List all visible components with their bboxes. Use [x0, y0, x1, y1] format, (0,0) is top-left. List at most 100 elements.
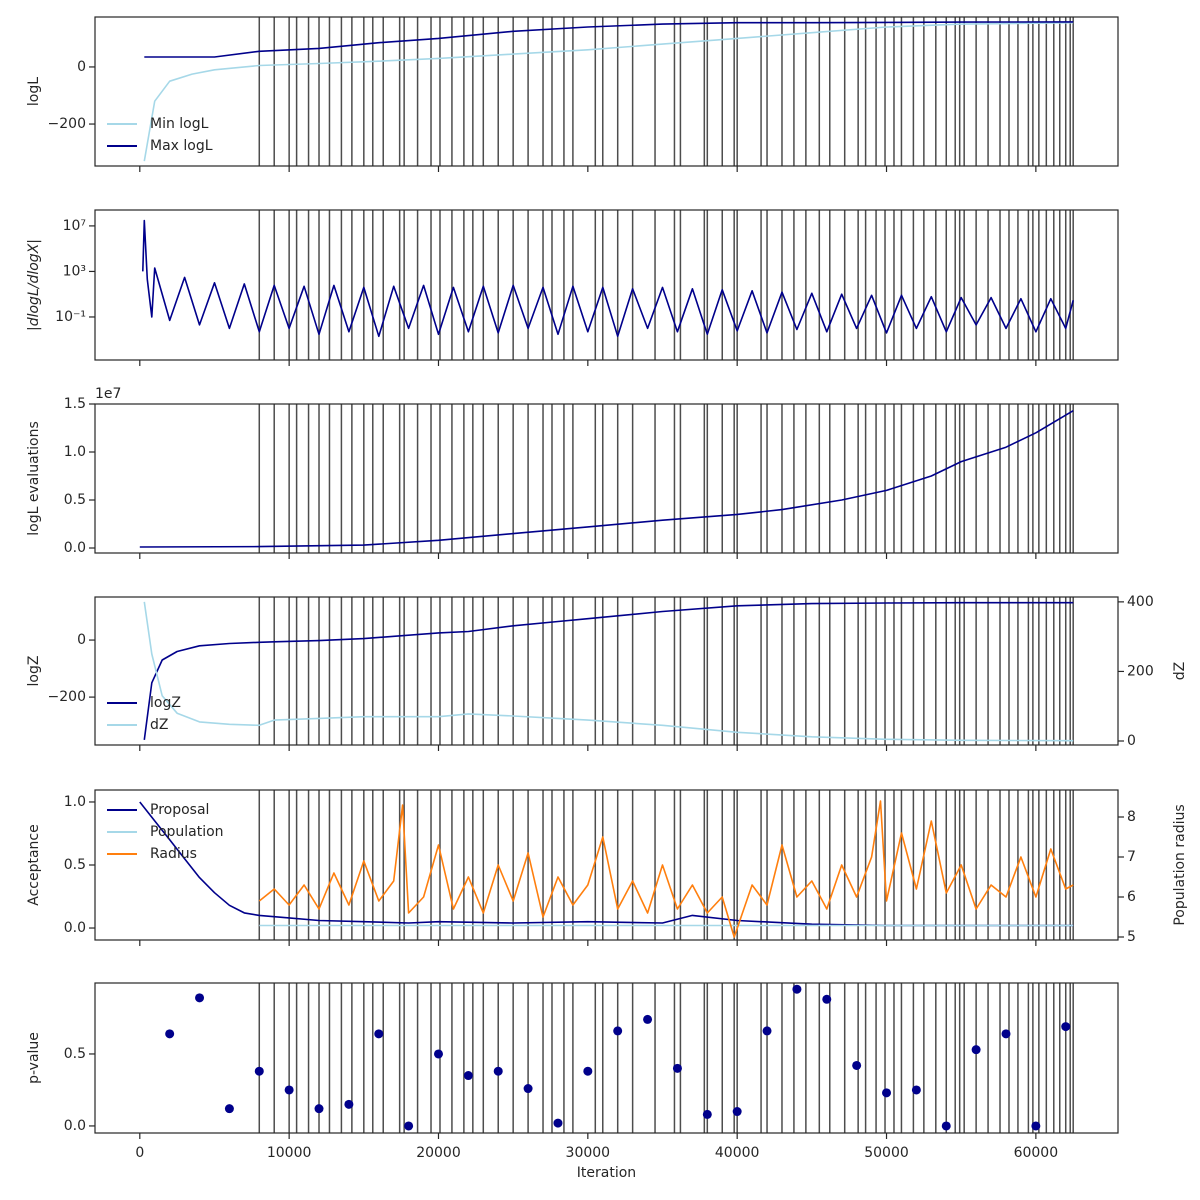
y-axis-label: logZ [26, 656, 42, 687]
y-tick-label: 10⁷ [63, 218, 86, 234]
series-line [258, 800, 1074, 938]
point [941, 1121, 951, 1131]
point [732, 1107, 742, 1117]
y-tick-label: 0.5 [64, 492, 86, 508]
point [493, 1066, 503, 1076]
x-tick-label: 60000 [1014, 1145, 1059, 1161]
point [374, 1029, 384, 1039]
point [195, 993, 205, 1003]
y-axis-label: p-value [26, 1032, 42, 1084]
legend-label: dZ [150, 717, 168, 733]
point [672, 1063, 682, 1073]
y-tick-label: 0 [77, 632, 86, 648]
point [463, 1071, 473, 1081]
panel: 0.0 0.5 1.0 5 6 7 8 Acceptance Population radius… [26, 789, 1188, 946]
y-tick-label: 0.5 [64, 857, 86, 873]
legend-label: Max logL [150, 138, 213, 154]
panel: −200 0 0 200 400 logZ dZ logZ dZ [26, 594, 1188, 751]
y-axis-label: Acceptance [26, 824, 42, 905]
point [822, 994, 832, 1004]
axes-frame [94, 403, 1119, 554]
series-line [144, 21, 1074, 58]
series-line [143, 21, 1074, 162]
y-axis-label: logL evaluations [26, 421, 42, 536]
point [583, 1066, 593, 1076]
legend-label: Min logL [150, 116, 209, 132]
point [852, 1060, 862, 1070]
point [762, 1026, 772, 1036]
point [643, 1014, 653, 1024]
point [224, 1104, 234, 1114]
y-tick-label: 0 [77, 59, 86, 75]
series-line [139, 410, 1074, 548]
y-axis-label: |dlogL/dlogX| [26, 239, 42, 331]
y2-tick-label: 0 [1127, 733, 1136, 749]
axes-frame [94, 596, 1119, 746]
x-tick-label: 20000 [416, 1145, 461, 1161]
panel: 10⁻¹ 10³ 10⁷ |dlogL/dlogX| [26, 209, 1119, 366]
y2-tick-label: 8 [1127, 809, 1136, 825]
y2-axis-label: dZ [1172, 662, 1188, 680]
point [702, 1109, 712, 1119]
point [792, 984, 802, 994]
series-line [142, 219, 1074, 338]
point [553, 1118, 563, 1128]
point [344, 1099, 354, 1109]
plot-area [139, 790, 1074, 940]
axes-frame [94, 209, 1119, 361]
x-tick-label: 30000 [566, 1145, 611, 1161]
y-tick-label: 10³ [63, 263, 86, 279]
axes-frame [94, 982, 1119, 1134]
y2-tick-label: 7 [1127, 849, 1136, 865]
y2-tick-label: 5 [1127, 929, 1136, 945]
y2-tick-label: 200 [1127, 663, 1154, 679]
y-tick-label: 0.0 [64, 920, 86, 936]
panel: 0 10000 20000 30000 40000 50000 60000 0.0 0.5 p-v… [26, 982, 1119, 1181]
point [971, 1045, 981, 1055]
point [314, 1104, 324, 1114]
x-tick-label: 40000 [715, 1145, 760, 1161]
series-line [139, 801, 1074, 927]
point [284, 1085, 294, 1095]
point [1001, 1029, 1011, 1039]
point [613, 1026, 623, 1036]
plot-area [143, 17, 1074, 166]
legend-label: Radius [150, 846, 197, 862]
legend-label: logZ [150, 695, 181, 711]
series-line [143, 601, 1074, 742]
offset-text: 1e7 [95, 386, 121, 402]
y-tick-label: 0.0 [64, 540, 86, 556]
point [523, 1084, 533, 1094]
point [1031, 1121, 1041, 1131]
y-tick-label: 1.5 [64, 396, 86, 412]
x-tick-label: 10000 [267, 1145, 312, 1161]
point [404, 1121, 414, 1131]
axes-frame [94, 16, 1119, 167]
point [254, 1066, 264, 1076]
plot-area [142, 210, 1074, 360]
y-axis-label: logL [26, 77, 42, 106]
plot-area [139, 404, 1074, 553]
series-line [143, 601, 1074, 741]
y2-tick-label: 6 [1127, 889, 1136, 905]
y-tick-label: 1.0 [64, 794, 86, 810]
y-tick-label: −200 [48, 689, 86, 705]
plot-area [258, 983, 1074, 1133]
y-tick-label: 10⁻¹ [55, 309, 86, 325]
point [165, 1029, 175, 1039]
legend-label: Proposal [150, 802, 209, 818]
point [882, 1088, 892, 1098]
point [911, 1085, 921, 1095]
y-tick-label: 1.0 [64, 444, 86, 460]
y-tick-label: 0.0 [64, 1118, 86, 1134]
plot-area [143, 597, 1074, 745]
point [1061, 1022, 1071, 1032]
panel: −200 0 logL Min logL Max logL [26, 16, 1119, 172]
y2-tick-label: 400 [1127, 594, 1154, 610]
y-tick-label: 0.5 [64, 1046, 86, 1062]
x-tick-label: 0 [135, 1145, 144, 1161]
y-tick-label: −200 [48, 116, 86, 132]
point [433, 1049, 443, 1059]
y2-axis-label: Population radius [1172, 804, 1188, 925]
